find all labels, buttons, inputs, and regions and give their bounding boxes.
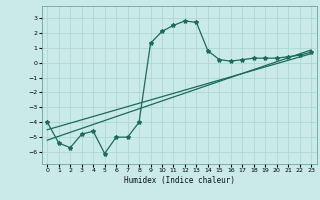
X-axis label: Humidex (Indice chaleur): Humidex (Indice chaleur) <box>124 176 235 185</box>
